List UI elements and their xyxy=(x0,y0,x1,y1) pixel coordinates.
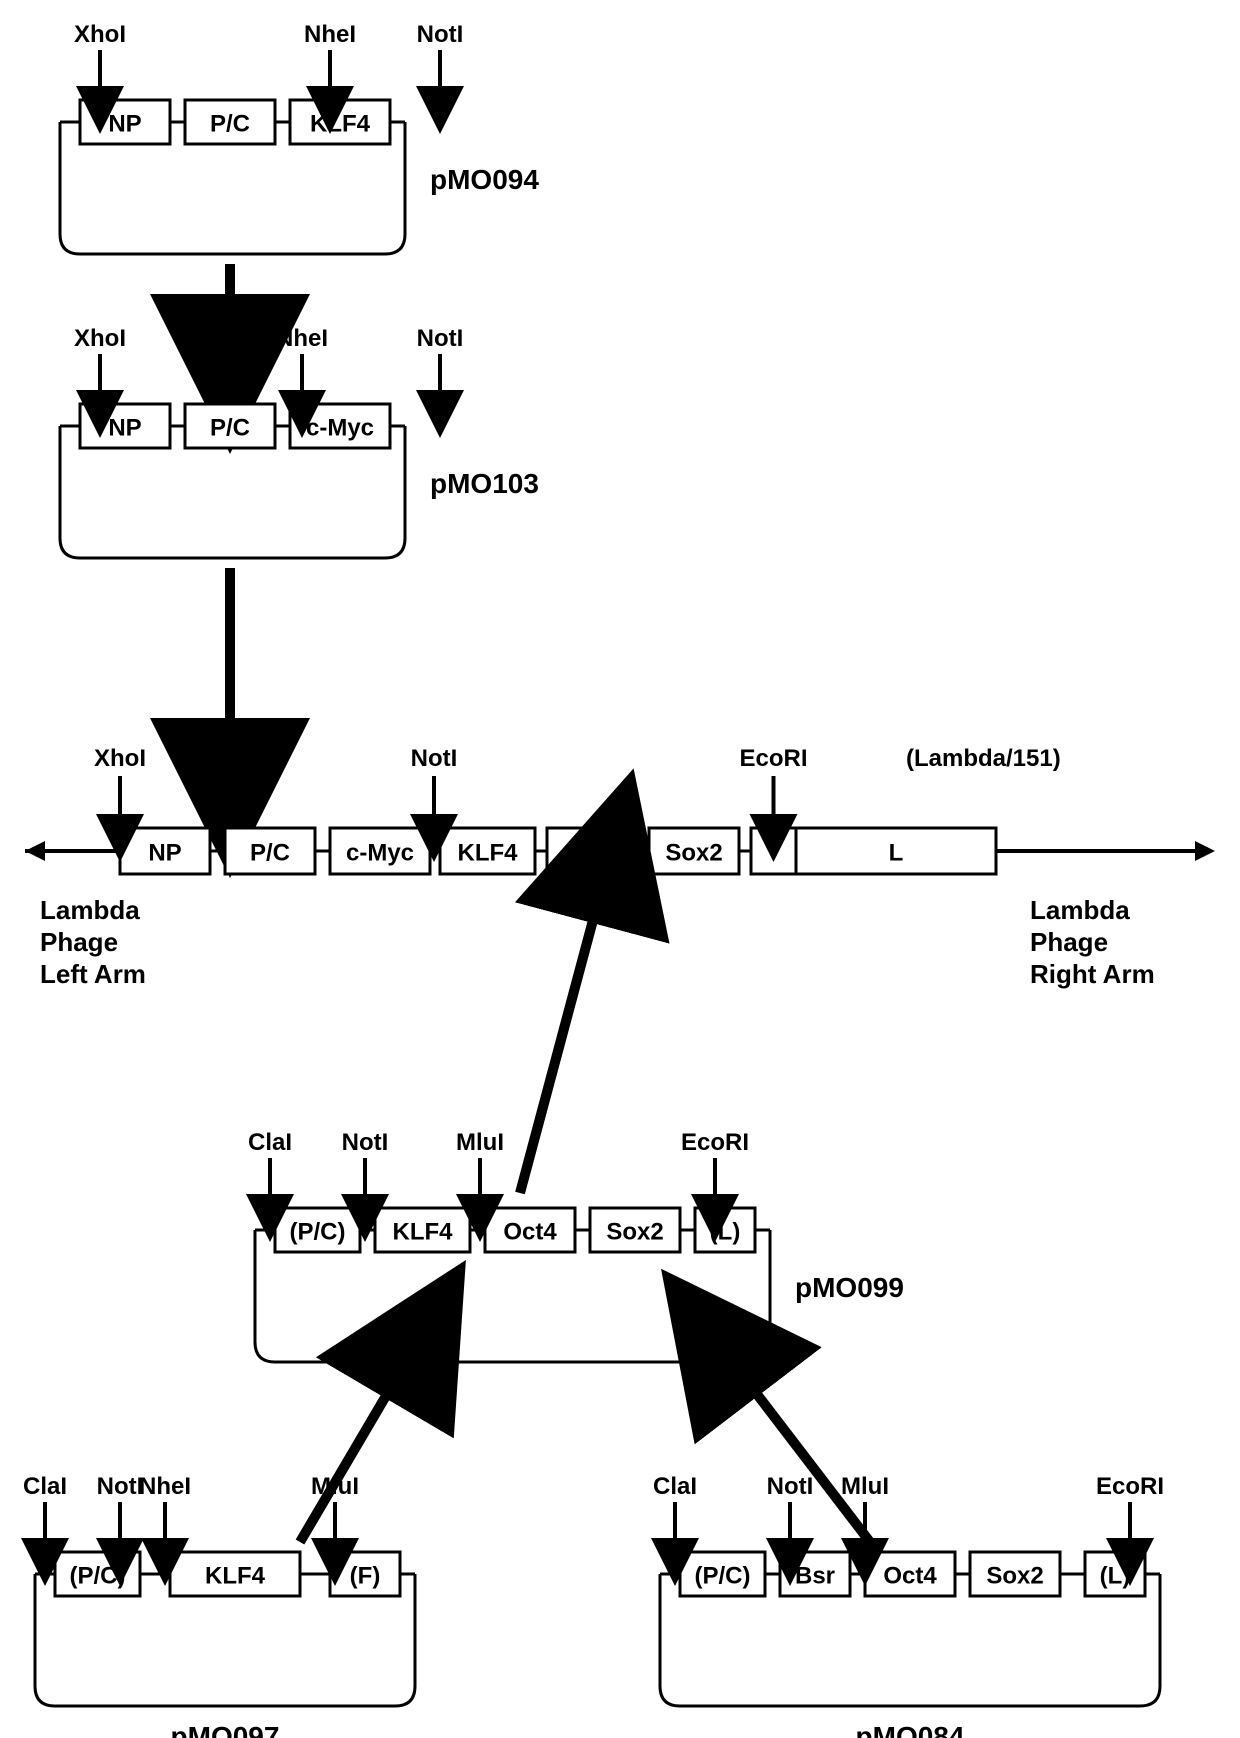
gene-label: (P/C) xyxy=(695,1563,751,1590)
restriction-site-label: XhoI xyxy=(94,745,146,772)
gene-label: (L) xyxy=(710,1219,741,1246)
gene-label: (L) xyxy=(1100,1563,1131,1590)
gene-label: Oct4 xyxy=(883,1563,937,1590)
left-arm-label: Left Arm xyxy=(40,959,146,989)
restriction-site-label: NotI xyxy=(97,1473,144,1500)
gene-label: NP xyxy=(148,840,181,867)
gene-label: Sox2 xyxy=(665,840,722,867)
restriction-site-label: XhoI xyxy=(74,21,126,48)
restriction-site-label: NotI xyxy=(417,325,464,352)
gene-label: P/C xyxy=(210,415,250,442)
plasmid-name: pMO099 xyxy=(795,1272,904,1303)
restriction-site-label: NheI xyxy=(304,21,356,48)
gene-label: L xyxy=(889,840,904,867)
gene-label: Oct4 xyxy=(503,1219,557,1246)
gene-label: KLF4 xyxy=(310,111,371,138)
restriction-site-label: NotI xyxy=(411,745,458,772)
restriction-site-label: NotI xyxy=(342,1129,389,1156)
left-arm-label: Lambda xyxy=(40,895,140,925)
gene-label: NP xyxy=(108,111,141,138)
restriction-site-label: (Lambda/151) xyxy=(906,745,1061,772)
gene-label: Sox2 xyxy=(606,1219,663,1246)
gene-label: c-Myc xyxy=(346,840,414,867)
restriction-site-label: XhoI xyxy=(74,325,126,352)
flow-arrow xyxy=(520,894,600,1193)
gene-label: Oct4 xyxy=(565,840,619,867)
left-arm-label: Phage xyxy=(40,927,118,957)
restriction-site-label: ClaI xyxy=(23,1473,67,1500)
gene-label: Bsr xyxy=(795,1563,835,1590)
plasmid-name: pMO084 xyxy=(856,1721,965,1738)
restriction-site-label: NotI xyxy=(767,1473,814,1500)
right-arrowhead xyxy=(1195,841,1215,861)
diagram-canvas: NPP/CKLF4XhoINheINotIpMO094NPP/Cc-MycXho… xyxy=(0,0,1240,1738)
gene-label: KLF4 xyxy=(393,1219,454,1246)
gene-label: (P/C) xyxy=(70,1563,126,1590)
restriction-site-label: ClaI xyxy=(248,1129,292,1156)
plasmid-name: pMO103 xyxy=(430,468,539,499)
plasmid-name: pMO094 xyxy=(430,164,539,195)
restriction-site-label: MluI xyxy=(456,1129,504,1156)
right-arm-label: Phage xyxy=(1030,927,1108,957)
gene-box xyxy=(751,828,796,874)
gene-label: P/C xyxy=(250,840,290,867)
restriction-site-label: EcoRI xyxy=(681,1129,749,1156)
restriction-site-label: NotI xyxy=(417,21,464,48)
flow-arrow xyxy=(300,1372,400,1542)
restriction-site-label: MluI xyxy=(841,1473,889,1500)
gene-label: P/C xyxy=(210,111,250,138)
gene-label: Sox2 xyxy=(986,1563,1043,1590)
gene-label: (P/C) xyxy=(290,1219,346,1246)
gene-label: KLF4 xyxy=(458,840,519,867)
gene-label: KLF4 xyxy=(205,1563,266,1590)
right-arm-label: Right Arm xyxy=(1030,959,1155,989)
restriction-site-label: EcoRI xyxy=(1096,1473,1164,1500)
restriction-site-label: EcoRI xyxy=(739,745,807,772)
right-arm-label: Lambda xyxy=(1030,895,1130,925)
restriction-site-label: NheI xyxy=(139,1473,191,1500)
gene-label: c-Myc xyxy=(306,415,374,442)
flow-arrow xyxy=(740,1372,870,1542)
left-arrowhead xyxy=(25,841,45,861)
plasmid-name: pMO097 xyxy=(171,1721,280,1738)
restriction-site-label: ClaI xyxy=(653,1473,697,1500)
gene-label: (F) xyxy=(350,1563,381,1590)
gene-label: NP xyxy=(108,415,141,442)
restriction-site-label: NheI xyxy=(276,325,328,352)
